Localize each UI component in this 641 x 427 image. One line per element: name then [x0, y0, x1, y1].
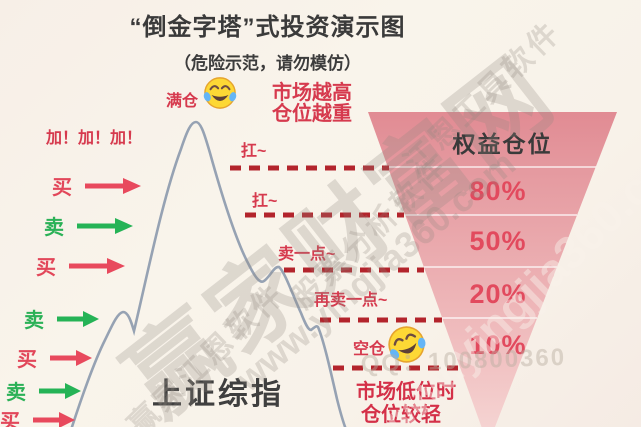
action-row-buy: 买: [36, 251, 125, 280]
sell-label: 卖: [24, 310, 44, 332]
market-high-line1: 市场越高: [272, 82, 352, 104]
pyramid-level-10: 10%: [469, 330, 527, 360]
action-row-sell: 卖: [6, 376, 81, 405]
action-row-buy: 买: [52, 171, 141, 200]
buy-arrow-icon: [69, 257, 125, 274]
sell-more-label: 再卖一点~: [314, 292, 388, 309]
hold-label-2: 扛~: [252, 193, 278, 210]
market-low-line1: 市场低位时: [356, 381, 456, 403]
market-high-caption: 市场越高 仓位越重: [258, 83, 366, 125]
full-position-label: 满仓: [166, 93, 199, 110]
sell-arrow-icon: [77, 217, 133, 234]
hold-label-1: 扛~: [241, 143, 267, 160]
pyramid-header-label: 权益仓位: [452, 131, 553, 157]
action-row-sell: 卖: [44, 211, 133, 240]
sell-a-little-label: 卖一点~: [278, 246, 336, 263]
buy-label: 买: [36, 257, 56, 279]
market-high-line2: 仓位越重: [272, 103, 352, 125]
market-low-line2: 仓位较轻: [361, 404, 441, 426]
buy-label: 买: [52, 177, 72, 199]
action-row-buy: 买: [17, 343, 92, 372]
sell-arrow-icon: [57, 310, 99, 327]
pyramid-level-20: 20%: [469, 279, 527, 309]
sell-label: 卖: [6, 382, 26, 404]
buy-arrow-icon: [85, 177, 141, 194]
pyramid-level-50: 50%: [469, 226, 527, 256]
page-title: “倒金字塔”式投资演示图: [129, 14, 406, 41]
buy-label: 买: [17, 349, 37, 371]
buy-label: 买: [0, 411, 20, 427]
add-add-add-label: 加！加！加！: [46, 130, 143, 147]
empty-position-label: 空仓: [353, 341, 386, 358]
joy-emoji-icon: [203, 77, 237, 109]
sell-label: 卖: [44, 217, 64, 239]
buy-arrow-icon: [50, 349, 92, 366]
pyramid-band-dividers: [388, 166, 596, 319]
index-curve: [70, 120, 347, 427]
index-name-label: 上证综指: [152, 378, 284, 411]
pyramid-level-80: 80%: [469, 176, 527, 206]
page-subtitle: （危险示范，请勿模仿）: [174, 54, 361, 73]
action-row-buy: 买: [0, 405, 75, 427]
buy-arrow-icon: [33, 411, 75, 427]
market-low-caption: 市场低位时 仓位较轻: [356, 381, 456, 427]
joy-emoji-icon: [388, 326, 426, 363]
dashed-guide-lines: [230, 165, 459, 371]
sell-arrow-icon: [39, 382, 81, 399]
action-row-sell: 卖: [24, 304, 99, 333]
inverted-pyramid-shape: [368, 112, 617, 427]
